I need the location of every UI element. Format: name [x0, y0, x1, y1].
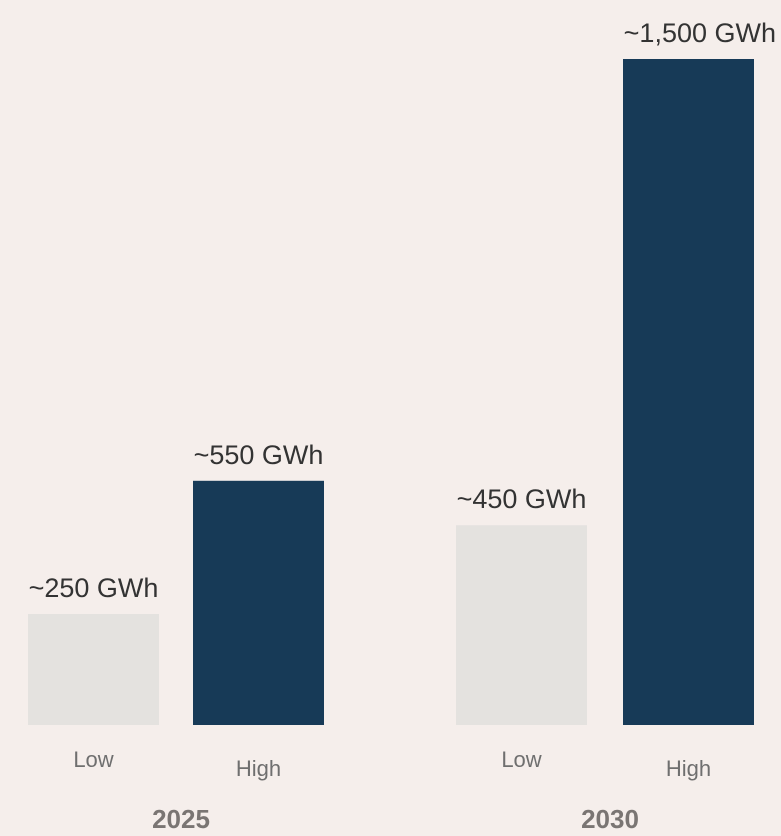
data-label-2030-high: ~1,500 GWh [624, 18, 776, 48]
data-label-2030-low: ~450 GWh [457, 484, 587, 514]
bar-2025-low [28, 614, 159, 725]
category-label-2030-low: Low [501, 747, 541, 772]
category-label-2025-low: Low [73, 747, 113, 772]
data-label-2025-high: ~550 GWh [194, 440, 324, 470]
category-label-2025-high: High [236, 756, 281, 781]
data-label-2025-low: ~250 GWh [29, 573, 159, 603]
bar-2025-high [193, 480, 324, 725]
group-label-2025: 2025 [152, 804, 210, 834]
bar-group-2025: ~250 GWh Low ~550 GWh High 2025 [28, 440, 324, 834]
bar-2030-low [456, 525, 587, 725]
category-label-2030-high: High [666, 756, 711, 781]
bar-2030-high [623, 59, 754, 725]
bar-group-2030: ~450 GWh Low ~1,500 GWh High 2030 [456, 18, 776, 834]
group-label-2030: 2030 [581, 804, 639, 834]
